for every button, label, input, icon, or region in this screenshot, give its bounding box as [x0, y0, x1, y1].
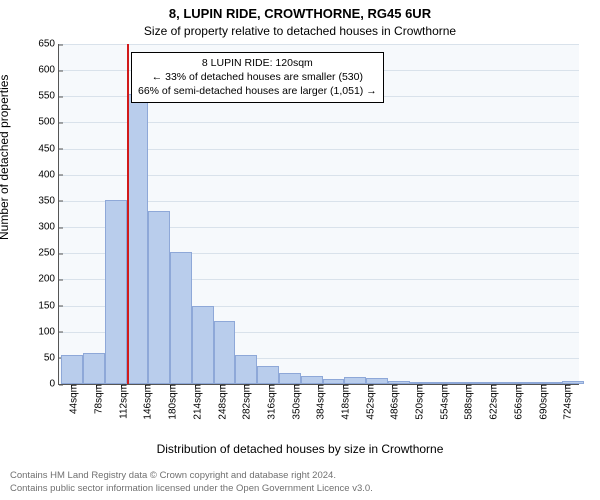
x-tick-label: 690sqm	[532, 384, 549, 420]
y-tick-label: 450	[38, 143, 59, 154]
x-tick-label: 418sqm	[334, 384, 351, 420]
x-tick-label: 588sqm	[458, 384, 475, 420]
y-tick-label: 600	[38, 65, 59, 76]
y-tick-label: 100	[38, 326, 59, 337]
x-tick-label: 78sqm	[88, 384, 105, 414]
footer-line2: Contains public sector information licen…	[10, 483, 373, 496]
x-tick-label: 724sqm	[557, 384, 574, 420]
histogram-bar	[301, 376, 323, 384]
y-axis-label: Number of detached properties	[0, 75, 11, 240]
histogram-bar	[61, 355, 83, 384]
y-tick-label: 650	[38, 39, 59, 50]
histogram-bar	[105, 200, 127, 384]
annotation-line2: ← 33% of detached houses are smaller (53…	[138, 70, 377, 84]
footer-line1: Contains HM Land Registry data © Crown c…	[10, 470, 373, 483]
x-tick-label: 282sqm	[236, 384, 253, 420]
x-tick-label: 622sqm	[483, 384, 500, 420]
x-tick-label: 486sqm	[384, 384, 401, 420]
chart-title: 8, LUPIN RIDE, CROWTHORNE, RG45 6UR	[0, 6, 600, 21]
histogram-bar	[192, 306, 214, 384]
histogram-bar	[344, 377, 366, 384]
y-tick-label: 200	[38, 274, 59, 285]
footer: Contains HM Land Registry data © Crown c…	[10, 470, 373, 496]
annotation-line1: 8 LUPIN RIDE: 120sqm	[138, 56, 377, 70]
y-tick-label: 350	[38, 195, 59, 206]
x-tick-label: 452sqm	[359, 384, 376, 420]
y-tick-label: 500	[38, 117, 59, 128]
y-tick-label: 150	[38, 300, 59, 311]
histogram-bar	[148, 211, 170, 384]
y-tick-label: 50	[44, 352, 59, 363]
x-tick-label: 146sqm	[137, 384, 154, 420]
histogram-bar	[170, 252, 192, 384]
histogram-bar	[235, 355, 257, 384]
x-tick-label: 350sqm	[285, 384, 302, 420]
y-tick-label: 300	[38, 222, 59, 233]
y-tick-label: 400	[38, 169, 59, 180]
x-tick-label: 248sqm	[211, 384, 228, 420]
chart-container: 8, LUPIN RIDE, CROWTHORNE, RG45 6UR Size…	[0, 0, 600, 500]
marker-line	[127, 44, 129, 384]
x-tick-label: 112sqm	[112, 384, 129, 419]
y-tick-label: 550	[38, 91, 59, 102]
x-tick-label: 656sqm	[507, 384, 524, 420]
y-tick-label: 250	[38, 248, 59, 259]
histogram-bar	[257, 366, 279, 384]
x-tick-label: 384sqm	[310, 384, 327, 420]
histogram-bar	[83, 353, 105, 384]
plot-area: 0501001502002503003504004505005506006504…	[58, 44, 579, 385]
y-tick-label: 0	[49, 379, 59, 390]
histogram-bar	[214, 321, 236, 384]
x-axis-label: Distribution of detached houses by size …	[0, 442, 600, 456]
gridline	[59, 44, 579, 45]
histogram-bar	[127, 94, 149, 384]
chart-subtitle: Size of property relative to detached ho…	[0, 24, 600, 38]
annotation-line3: 66% of semi-detached houses are larger (…	[138, 84, 377, 98]
x-tick-label: 316sqm	[260, 384, 277, 420]
annotation-box: 8 LUPIN RIDE: 120sqm ← 33% of detached h…	[131, 52, 384, 103]
x-tick-label: 554sqm	[433, 384, 450, 420]
x-tick-label: 214sqm	[186, 384, 203, 420]
x-tick-label: 520sqm	[409, 384, 426, 420]
histogram-bar	[279, 373, 301, 385]
x-tick-label: 44sqm	[63, 384, 80, 414]
x-tick-label: 180sqm	[162, 384, 179, 420]
